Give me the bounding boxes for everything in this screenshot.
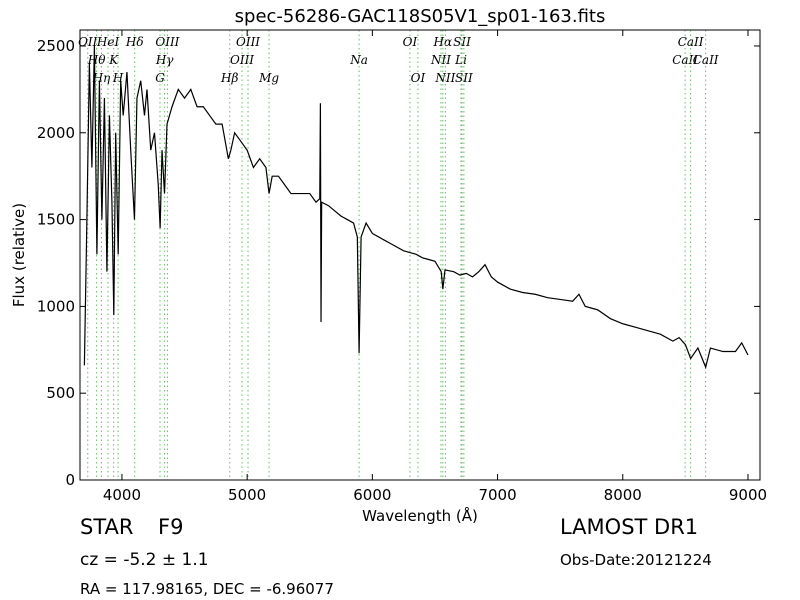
spectral-line-label: K	[108, 53, 119, 67]
x-tick-label: 5000	[228, 486, 266, 504]
spectral-line-label: Hα	[433, 35, 453, 49]
y-axis-label: Flux (relative)	[10, 203, 28, 307]
annotation: LAMOST DR1	[560, 515, 698, 539]
spectral-line-label: Hβ	[220, 71, 238, 85]
spectral-line-label: OIII	[155, 35, 179, 49]
spectral-line-label: OI	[403, 35, 418, 49]
x-tick-label: 7000	[478, 486, 516, 504]
spectral-line-label: Hθ	[87, 53, 106, 67]
spectral-line-label: Li	[454, 53, 467, 67]
x-tick-label: 4000	[103, 486, 141, 504]
spectral-line-label: HeI	[96, 35, 120, 49]
spectral-line-label: OIII	[236, 35, 260, 49]
spectral-line-label: CaII	[678, 35, 704, 49]
y-tick-label: 1000	[37, 297, 75, 315]
x-axis-label: Wavelength (Å)	[362, 506, 478, 525]
y-tick-label: 500	[46, 384, 75, 402]
spectral-line-label: CaII	[672, 53, 698, 67]
spectral-line-label: SII	[455, 71, 473, 85]
x-tick-label: 8000	[604, 486, 642, 504]
spectral-line-label: OIII	[230, 53, 254, 67]
annotation: F9	[158, 515, 183, 539]
spectral-line-label: Hη	[92, 71, 111, 85]
annotation: Obs-Date:20121224	[560, 551, 712, 569]
annotation: cz = -5.2 ± 1.1	[80, 550, 209, 570]
spectral-line-label: G	[155, 71, 165, 85]
spectral-line-label: NII	[430, 53, 451, 67]
plot-frame	[79, 29, 761, 481]
annotation: STAR	[80, 515, 133, 539]
spectral-line-label: Na	[349, 53, 368, 67]
chart-title: spec-56286-GAC118S05V1_sp01-163.fits	[235, 6, 606, 27]
y-tick-label: 1500	[37, 211, 75, 229]
x-tick-label: 6000	[353, 486, 391, 504]
spectrum-line	[83, 45, 749, 370]
y-tick-label: 0	[65, 471, 75, 489]
x-tick-label: 9000	[729, 486, 767, 504]
y-tick-label: 2000	[37, 124, 75, 142]
y-tick-label: 2500	[37, 37, 75, 55]
annotation: RA = 117.98165, DEC = -6.96077	[80, 580, 334, 598]
spectral-line-label: NII	[434, 71, 455, 85]
spectral-line-label: Hδ	[125, 35, 144, 49]
spectral-line-label: H	[112, 71, 124, 85]
spectral-line-label: Hγ	[155, 53, 174, 67]
spectral-line-label: Mg	[258, 71, 279, 85]
spectral-line-label: OI	[411, 71, 426, 85]
spectral-line-label: CaII	[693, 53, 719, 67]
spectral-line-label: SII	[453, 35, 471, 49]
